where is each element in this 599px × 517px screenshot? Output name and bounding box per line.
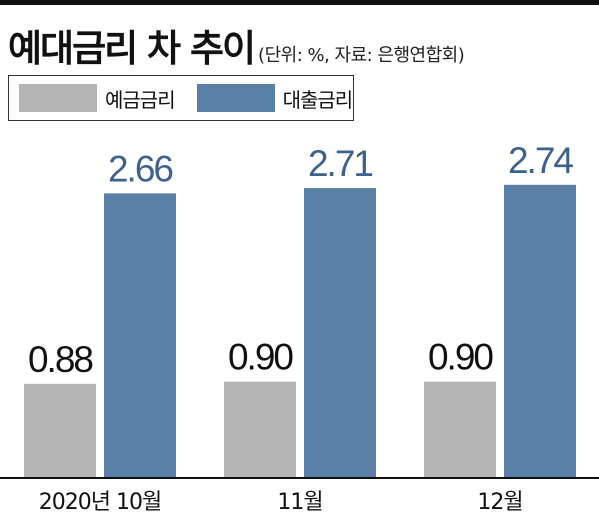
value-label-loan-2: 2.71 [308,143,372,184]
legend-item-loan: 대출금리 [196,84,354,113]
bar-deposit-3 [424,381,496,478]
value-label-deposit-3: 0.90 [428,337,493,378]
value-label-deposit-2: 0.90 [228,337,293,378]
category-label-2: 11월 [277,490,322,515]
legend: 예금금리 대출금리 [8,75,354,121]
bar-loan-2 [304,188,376,478]
legend-label-deposit: 예금금리 [105,87,176,112]
category-label-3: 12월 [477,490,522,515]
legend-label-loan: 대출금리 [282,87,354,112]
value-label-deposit-1: 0.88 [28,339,92,380]
legend-swatch-loan [196,84,275,112]
legend-item-deposit: 예금금리 [19,84,176,113]
value-label-loan-1: 2.66 [108,148,172,189]
category-label-1: 2020년 10월 [39,490,161,515]
bar-loan-1 [104,193,176,478]
chart-subtitle: (단위: %, 자료: 은행연합회) [258,45,465,66]
bar-loan-3 [504,184,576,478]
legend-swatch-deposit [19,84,97,112]
chart-title: 예대금리 차 추이 [8,27,256,70]
value-label-loan-3: 2.74 [508,140,573,181]
bar-deposit-1 [24,383,96,478]
chart-header: 예대금리 차 추이 (단위: %, 자료: 은행연합회) [8,18,465,72]
bar-deposit-2 [224,381,296,478]
top-rule [0,0,599,5]
